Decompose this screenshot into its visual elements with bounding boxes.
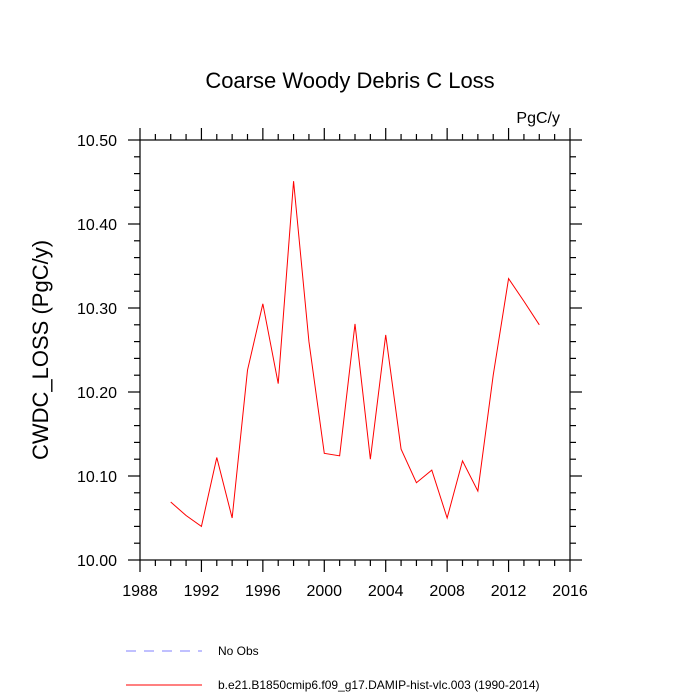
legend-label-no-obs: No Obs — [218, 644, 259, 658]
chart-title: Coarse Woody Debris C Loss — [205, 68, 494, 93]
x-tick-label: 1996 — [245, 583, 281, 600]
data-point — [262, 303, 264, 305]
data-point — [185, 514, 187, 516]
y-tick-labels: 10.00 10.10 10.20 10.30 10.40 10.50 — [77, 133, 117, 570]
units-label: PgC/y — [516, 110, 560, 127]
series-layer — [170, 180, 540, 528]
x-tick-label: 2008 — [429, 583, 465, 600]
data-point — [216, 456, 218, 458]
data-point — [446, 517, 448, 519]
x-tick-label: 2000 — [306, 583, 342, 600]
data-point — [338, 455, 340, 457]
data-point — [292, 180, 294, 182]
x-tick-label: 2016 — [552, 583, 588, 600]
data-point — [323, 452, 325, 454]
legend: No Obs b.e21.B1850cmip6.f09_g17.DAMIP-hi… — [126, 644, 540, 692]
y-axis-label: CWDC_LOSS (PgC/y) — [28, 240, 53, 460]
data-point — [507, 277, 509, 279]
data-point — [523, 300, 525, 302]
x-tick-label: 2004 — [368, 583, 404, 600]
data-point — [492, 374, 494, 376]
plot-frame — [139, 139, 571, 561]
data-point — [231, 517, 233, 519]
y-tick-label: 10.00 — [77, 553, 117, 570]
data-point — [538, 324, 540, 326]
data-point — [246, 369, 248, 371]
x-tick-label: 2012 — [491, 583, 527, 600]
data-point — [385, 334, 387, 336]
data-point — [431, 469, 433, 471]
data-point — [400, 448, 402, 450]
x-tick-label: 1992 — [184, 583, 220, 600]
data-point — [477, 490, 479, 492]
data-point — [354, 323, 356, 325]
y-tick-label: 10.30 — [77, 301, 117, 318]
y-tick-label: 10.40 — [77, 217, 117, 234]
y-tick-label: 10.50 — [77, 133, 117, 150]
data-point — [277, 382, 279, 384]
y-tick-label: 10.20 — [77, 385, 117, 402]
legend-label-model-run: b.e21.B1850cmip6.f09_g17.DAMIP-hist-vlc.… — [218, 678, 540, 692]
data-point — [415, 482, 417, 484]
data-point — [308, 340, 310, 342]
series-line — [170, 181, 540, 528]
data-point — [200, 525, 202, 527]
data-point — [170, 501, 172, 503]
x-tick-labels: 1988 1992 1996 2000 2004 2008 2012 2016 — [122, 583, 588, 600]
y-tick-label: 10.10 — [77, 469, 117, 486]
axis-ticks — [128, 128, 582, 572]
x-tick-label: 1988 — [122, 583, 158, 600]
data-point — [369, 458, 371, 460]
data-point — [461, 460, 463, 462]
